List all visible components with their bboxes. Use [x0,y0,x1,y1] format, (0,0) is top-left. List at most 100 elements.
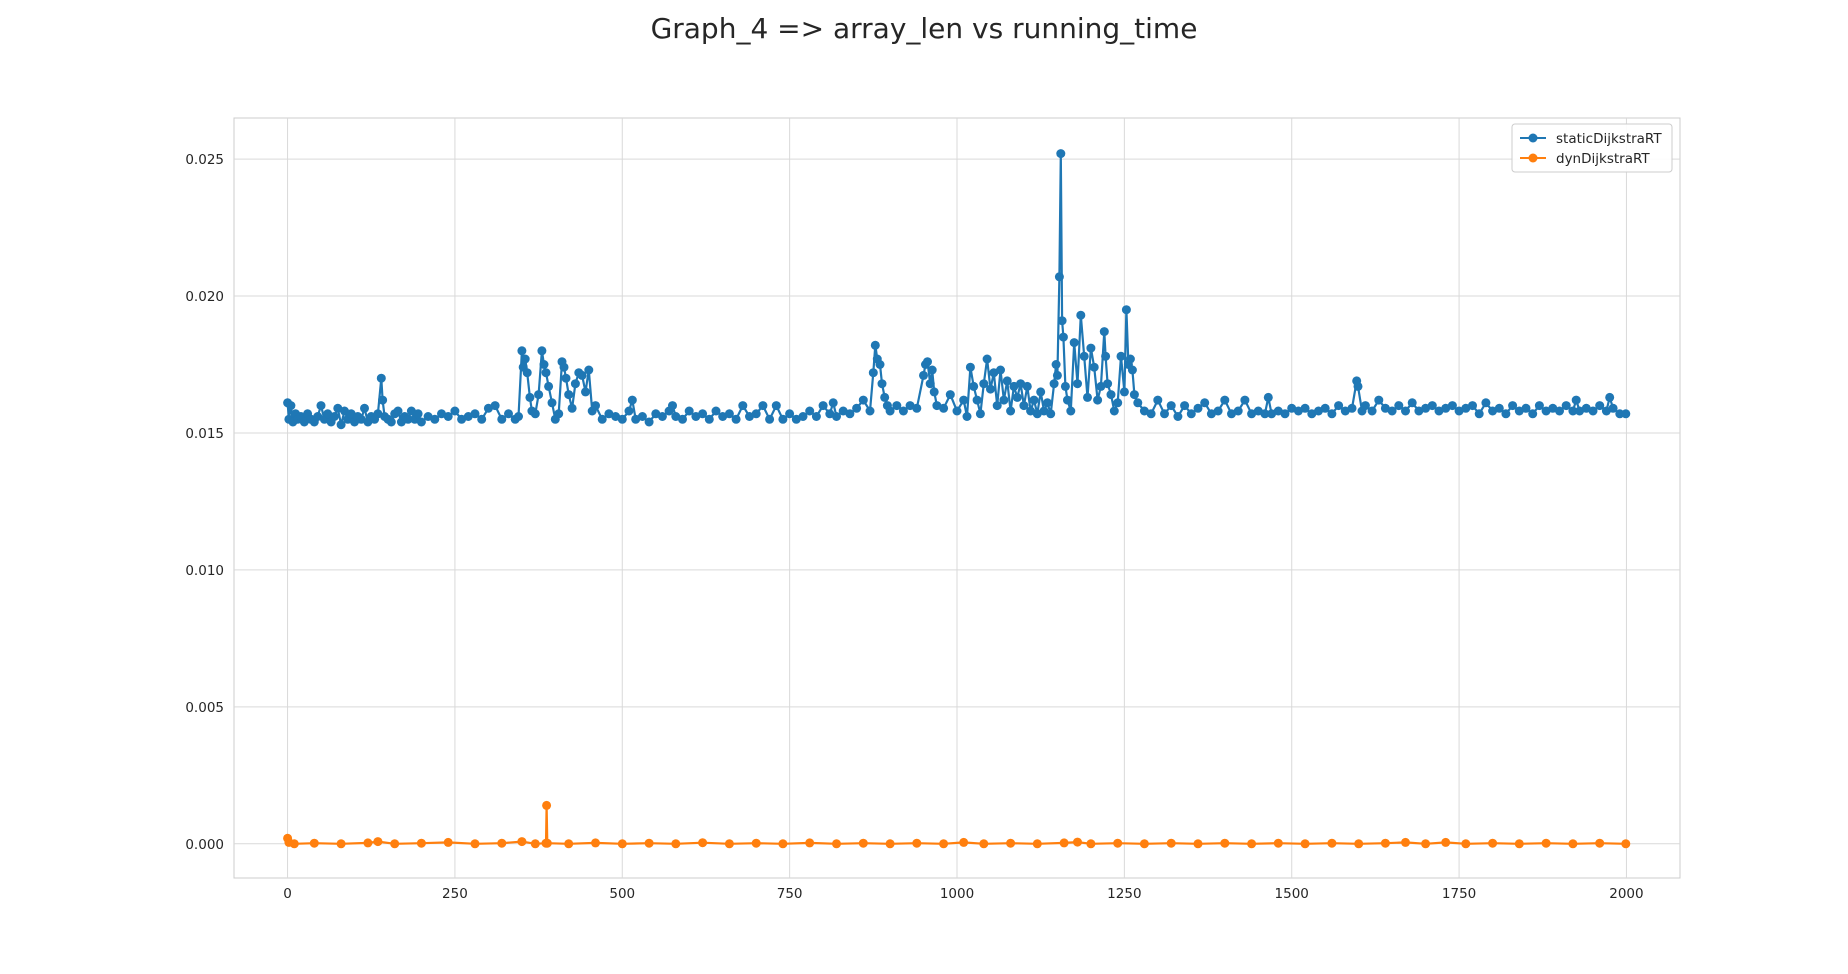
data-point [1029,395,1039,405]
data-point [1568,839,1578,849]
data-point [1354,839,1364,849]
data-point [390,839,400,849]
data-point [870,340,880,350]
data-point [497,838,507,848]
data-point [959,395,969,405]
data-point [1042,398,1052,408]
data-point [1621,409,1631,419]
data-point [470,409,480,419]
data-point [929,387,939,397]
data-point [1076,310,1086,320]
data-point [1407,398,1417,408]
data-point [316,401,326,411]
data-point [1501,409,1511,419]
data-point [514,412,523,421]
data-point [617,414,627,424]
data-point [880,392,890,402]
legend: staticDijkstraRT dynDijkstraRT [1511,123,1673,173]
data-point [771,401,781,411]
data-point [698,409,708,419]
data-point [927,365,937,375]
data-point [962,412,972,421]
data-point [875,360,885,369]
x-tick-label: 1000 [940,886,974,902]
data-point [1380,838,1390,848]
data-point [1086,839,1096,849]
data-point [1200,398,1210,408]
data-point [1401,837,1410,847]
data-point [731,414,741,424]
data-point [539,360,549,369]
data-point [1588,406,1598,416]
data-point [1101,351,1111,361]
data-point [1113,398,1123,408]
data-point [443,412,453,421]
data-point [1353,381,1363,391]
data-point [1113,838,1123,848]
data-point [517,346,527,356]
data-point [959,837,969,847]
data-point [1394,401,1404,411]
data-point [1056,149,1066,159]
data-point [1595,838,1605,848]
data-point [376,373,386,383]
data-point [336,839,346,849]
y-tick-label: 0.010 [185,563,224,579]
data-point [1387,406,1397,416]
data-point [1247,839,1257,849]
data-point [982,354,992,364]
data-point [416,838,426,848]
data-point [919,370,928,380]
series-dynDijkstraRT [283,800,1631,849]
legend-box [1511,123,1673,173]
data-point [1086,343,1096,353]
data-point [1083,392,1092,402]
data-point [939,403,949,413]
data-point [1103,379,1113,389]
data-point [798,412,808,421]
data-point [671,839,681,849]
data-point [1046,409,1056,419]
legend-label: dynDijkstraRT [1556,151,1650,167]
data-point [1002,376,1012,386]
data-point [704,414,714,424]
data-point [1240,395,1250,405]
data-point [1073,837,1082,847]
data-point [778,839,788,849]
data-point [542,800,552,810]
data-point [597,414,607,424]
data-point [554,409,564,419]
data-point [1160,409,1169,419]
data-point [724,839,734,849]
data-point [885,839,895,849]
data-point [845,409,855,419]
data-point [832,412,841,421]
data-point [969,381,979,391]
data-point [818,401,828,411]
data-point [537,346,547,356]
data-point [541,368,551,378]
data-point [923,357,932,367]
data-point [1468,401,1477,411]
data-point [1099,327,1109,337]
data-point [534,390,544,400]
data-point [811,412,821,421]
data-point [892,401,902,411]
data-point [877,379,887,389]
data-point [1106,390,1116,400]
data-point [1474,409,1484,419]
data-point [522,368,532,378]
data-point [805,406,815,416]
data-point [564,390,574,400]
data-point [939,839,949,849]
legend-marker [1528,133,1538,143]
data-point [1347,403,1357,413]
data-point [490,401,500,411]
data-point [1263,392,1273,402]
data-point [668,401,677,411]
data-point [413,409,423,419]
data-point [1461,839,1471,849]
data-point [711,406,721,416]
data-point [286,401,296,411]
data-point [504,409,513,419]
